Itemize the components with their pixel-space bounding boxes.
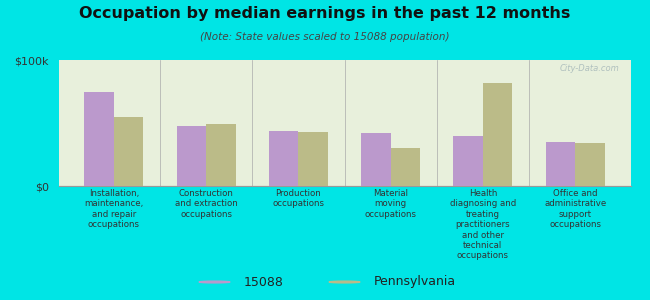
Circle shape <box>199 281 230 283</box>
Bar <box>453 136 483 186</box>
Text: Pennsylvania: Pennsylvania <box>374 275 456 289</box>
Bar <box>361 133 391 186</box>
Text: Office and
administrative
support
occupations: Office and administrative support occupa… <box>544 189 606 229</box>
Bar <box>114 117 144 186</box>
Text: (Note: State values scaled to 15088 population): (Note: State values scaled to 15088 popu… <box>200 32 450 41</box>
Bar <box>483 83 512 186</box>
Bar <box>177 125 206 186</box>
Bar <box>575 143 604 186</box>
Text: Production
occupations: Production occupations <box>272 189 324 208</box>
Bar <box>545 142 575 186</box>
Bar <box>206 124 236 186</box>
Bar <box>84 92 114 186</box>
Circle shape <box>329 281 360 283</box>
Text: City-Data.com: City-Data.com <box>559 64 619 73</box>
Text: Material
moving
occupations: Material moving occupations <box>365 189 417 219</box>
Text: Occupation by median earnings in the past 12 months: Occupation by median earnings in the pas… <box>79 6 571 21</box>
Bar <box>391 148 420 186</box>
Text: Installation,
maintenance,
and repair
occupations: Installation, maintenance, and repair oc… <box>84 189 144 229</box>
Text: Construction
and extraction
occupations: Construction and extraction occupations <box>175 189 237 219</box>
Text: 15088: 15088 <box>244 275 283 289</box>
Bar <box>269 130 298 186</box>
Text: Health
diagnosing and
treating
practitioners
and other
technical
occupations: Health diagnosing and treating practitio… <box>450 189 516 260</box>
Bar <box>298 132 328 186</box>
